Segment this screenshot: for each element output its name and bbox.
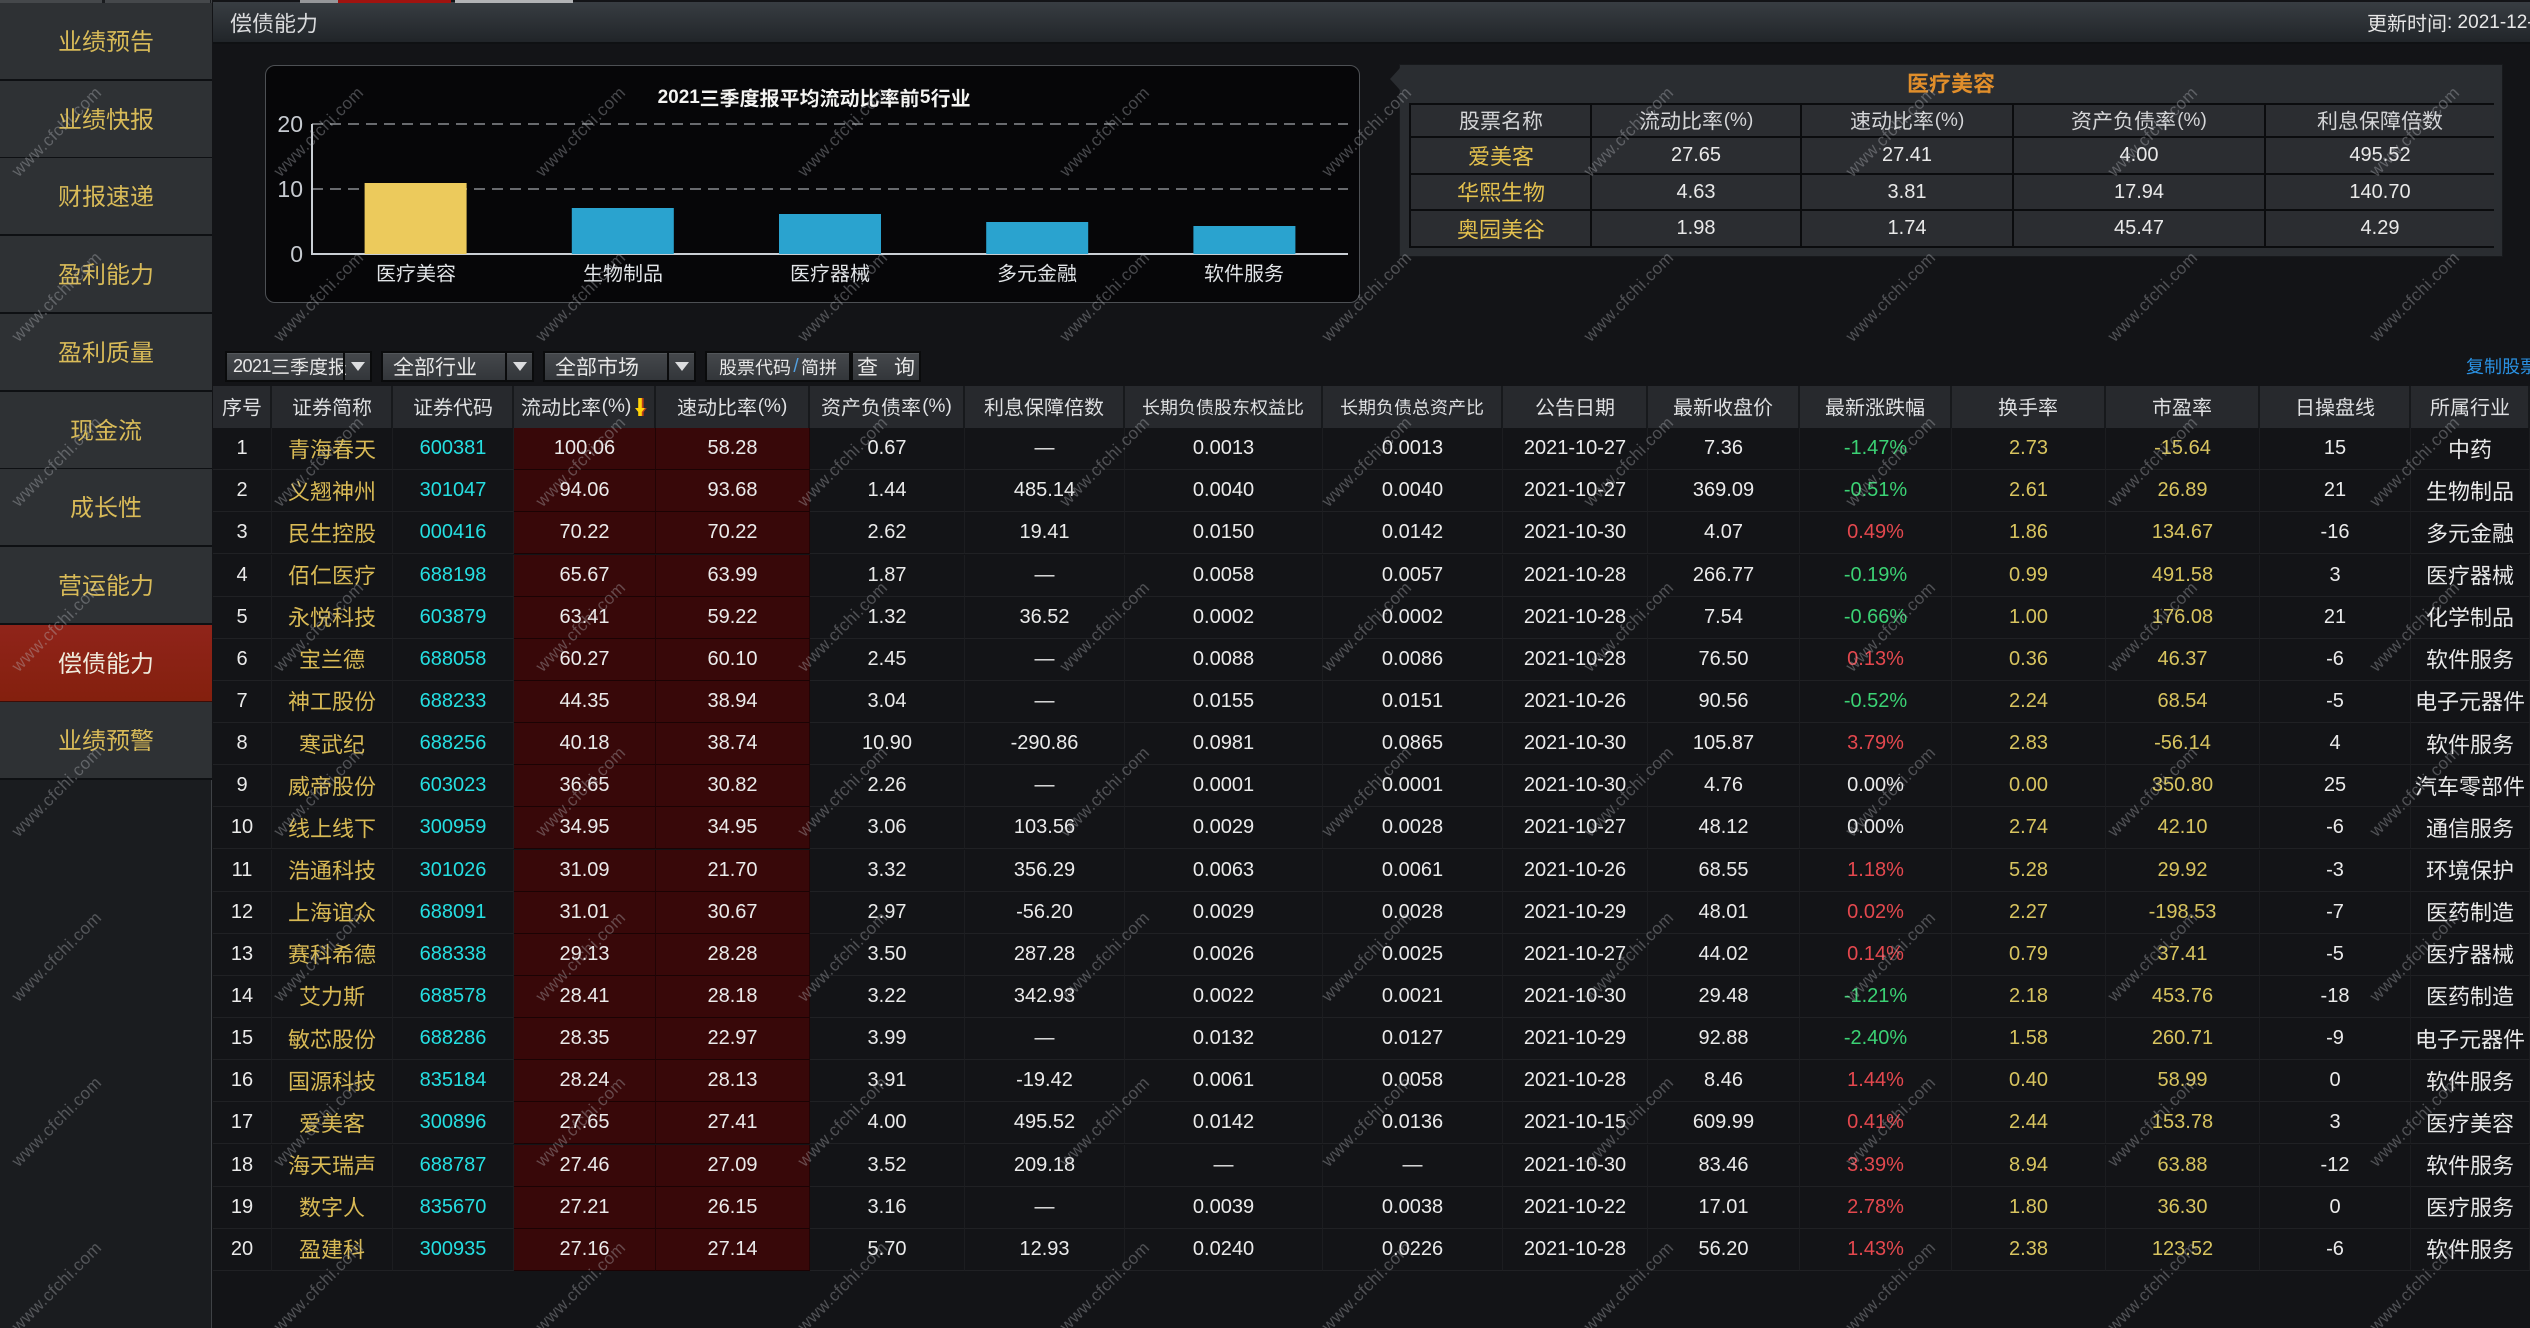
- svg-text:10: 10: [277, 176, 303, 202]
- svg-text:0: 0: [290, 241, 303, 267]
- svg-text:20: 20: [277, 111, 303, 137]
